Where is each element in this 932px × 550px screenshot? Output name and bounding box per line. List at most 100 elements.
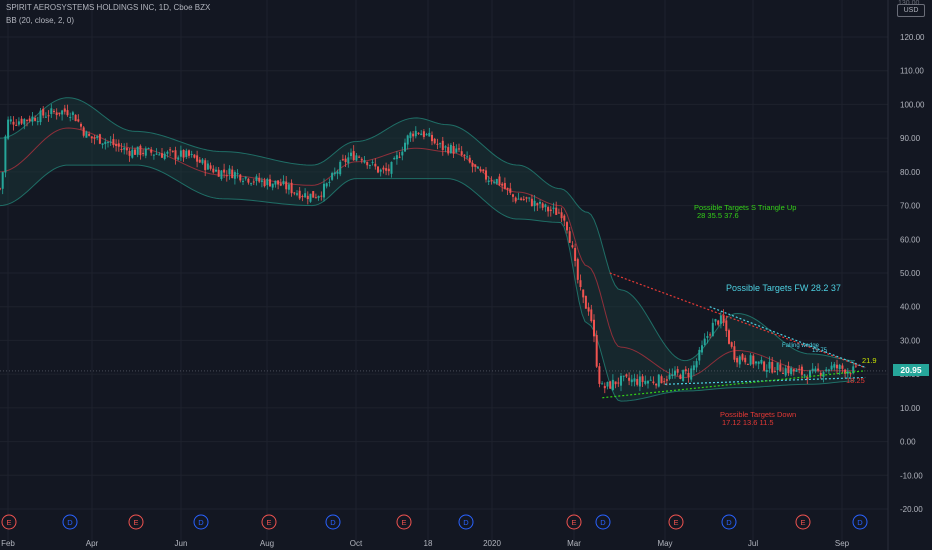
time-tick-label: 2020 [483,539,501,548]
candle-body [663,381,666,383]
candle-body [177,157,180,160]
candle-body [809,370,811,378]
candle-body [309,193,312,202]
candle-body [844,369,847,374]
candle-body [738,356,741,365]
time-tick-label: 18 [424,539,433,548]
candle-body [239,174,242,181]
event-marker[interactable]: E [396,514,412,530]
event-marker[interactable]: E [668,514,684,530]
candle-body [471,162,474,167]
candle-body [42,108,45,116]
support-value: 18.25 [846,376,865,385]
event-marker[interactable]: D [721,514,737,530]
candle-body [825,369,828,372]
candle-body [209,165,212,169]
event-marker[interactable]: E [1,514,17,530]
candle-body [198,159,201,163]
event-marker[interactable]: D [62,514,78,530]
candle-body [69,116,72,118]
candle-body [760,359,763,364]
candle-body [571,245,574,248]
event-label: E [673,518,678,527]
indicator-legend[interactable]: BB (20, close, 2, 0) [6,16,75,25]
candle-body [260,180,263,182]
candle-body [838,364,841,370]
candle-body [26,119,28,121]
candle-body [358,156,361,158]
candle-body [819,372,822,376]
price-tick-label: -10.00 [900,471,923,480]
candle-body [814,368,817,372]
candle-body [584,296,587,309]
candle-body [444,146,447,148]
event-circle [566,514,582,530]
candle-body [220,170,223,179]
candle-body [312,191,315,198]
event-marker[interactable]: D [193,514,209,530]
candle-body [841,365,844,369]
event-circle [795,514,811,530]
event-marker[interactable]: D [325,514,341,530]
candle-body [593,319,595,337]
candle-body [576,259,579,280]
event-marker[interactable]: E [566,514,582,530]
candle-body [244,176,247,179]
candle-body [730,342,733,347]
price-tick-label: 30.00 [900,336,921,345]
candle-body [487,180,490,183]
candle-body [728,330,730,344]
time-tick-label: Jul [748,539,758,548]
candle-body [587,307,590,312]
candle-body [846,371,849,374]
candle-body [590,309,593,322]
candle-body [652,381,655,384]
event-marker[interactable]: D [458,514,474,530]
candle-body [161,153,163,158]
price-tick-label: 0.00 [900,438,916,447]
candle-body [522,199,525,201]
candle-body [61,110,64,115]
candle-body [63,108,66,112]
candle-body [171,150,174,152]
event-marker[interactable]: E [128,514,144,530]
candle-body [574,248,577,262]
candle-body [212,168,215,173]
candle-body [628,377,631,381]
candle-body [9,119,12,122]
candle-body [679,374,682,379]
candle-body [695,361,698,368]
price-tick-label: 80.00 [900,168,921,177]
band-lower [0,164,856,402]
candle-body [687,372,690,377]
event-marker[interactable]: E [261,514,277,530]
candle-body [252,181,255,183]
candle-body [485,170,487,180]
candle-body [71,112,74,115]
event-marker[interactable]: D [595,514,611,530]
event-label: D [726,518,732,527]
event-circle [852,514,868,530]
candle-body [169,149,172,151]
candle-body [231,169,234,179]
candle-body [336,171,339,174]
event-label: E [571,518,576,527]
candle-body [806,377,809,380]
event-marker[interactable]: E [795,514,811,530]
event-circle [668,514,684,530]
candle-body [377,166,379,173]
resistance-value: 21.9 [862,356,877,365]
currency-badge[interactable]: USD [897,4,925,17]
falling-wedge-targets: Possible Targets FW 28.2 37 [726,283,841,293]
candle-body [401,151,404,156]
candle-body [339,161,342,175]
event-marker[interactable]: D [852,514,868,530]
candle-body [617,382,620,384]
candle-body [188,150,190,156]
candle-body [501,183,504,186]
candle-body [771,361,774,373]
candle-body [1,172,4,189]
candle-body [255,176,258,181]
